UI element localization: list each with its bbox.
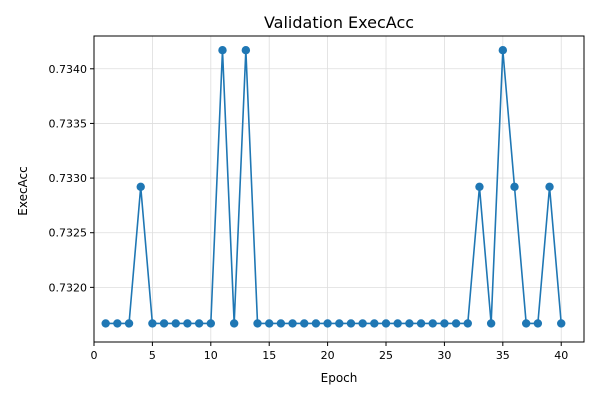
data-point (113, 319, 122, 328)
x-tick-label: 35 (496, 349, 510, 362)
series-layer (101, 46, 566, 328)
data-point (346, 319, 356, 328)
data-point (276, 319, 286, 328)
chart-title: Validation ExecAcc (264, 13, 414, 32)
data-point (358, 319, 367, 328)
y-tick-label: 0.7325 (49, 227, 88, 240)
x-tick-label: 5 (149, 349, 156, 362)
y-tick-label: 0.7320 (49, 281, 88, 294)
data-point (510, 182, 519, 192)
x-tick-label: 30 (437, 349, 451, 362)
data-point (148, 319, 157, 328)
x-tick-label: 20 (321, 349, 335, 362)
data-point (124, 319, 134, 328)
data-point (440, 319, 449, 328)
plot-frame (93, 35, 585, 343)
data-point (159, 319, 169, 328)
data-point (253, 319, 262, 328)
x-tick-label: 0 (91, 349, 98, 362)
y-tick-label: 0.7335 (49, 117, 88, 130)
data-point (101, 319, 110, 328)
x-tick-label: 10 (204, 349, 218, 362)
x-axis-label: Epoch (321, 371, 358, 385)
data-point (405, 319, 414, 328)
data-point (545, 182, 554, 192)
x-tick-label: 15 (262, 349, 276, 362)
data-point (498, 46, 508, 55)
data-point (451, 319, 461, 328)
x-tick-label: 25 (379, 349, 393, 362)
data-point (428, 319, 437, 328)
data-point (416, 319, 426, 328)
data-point (265, 319, 274, 328)
data-point (136, 182, 145, 192)
data-point (241, 46, 251, 55)
series-line (105, 50, 563, 325)
data-point (393, 319, 402, 328)
data-point (475, 182, 484, 192)
y-tick-label: 0.7330 (49, 172, 88, 185)
axes: 0 5 10 15 20 25 30 35 40 0.7320 0.7325 0.7330 0.7335… (49, 63, 569, 362)
data-point (171, 319, 180, 328)
y-tick-label: 0.7340 (49, 63, 88, 76)
data-point (183, 319, 192, 328)
data-point (335, 319, 344, 328)
data-point (194, 319, 204, 328)
data-point (463, 319, 472, 328)
data-point (300, 319, 309, 328)
x-tick-label: 40 (554, 349, 568, 362)
data-point (206, 319, 216, 328)
data-point (521, 319, 531, 328)
data-point (229, 319, 239, 328)
data-point (533, 319, 543, 328)
data-point (311, 319, 321, 328)
data-point (323, 319, 332, 328)
y-axis-label: ExecAcc (16, 166, 30, 216)
data-point (557, 319, 566, 328)
data-point (370, 319, 379, 328)
data-point (381, 319, 391, 328)
data-point (288, 319, 297, 328)
data-point (486, 319, 496, 328)
data-point (218, 46, 227, 55)
